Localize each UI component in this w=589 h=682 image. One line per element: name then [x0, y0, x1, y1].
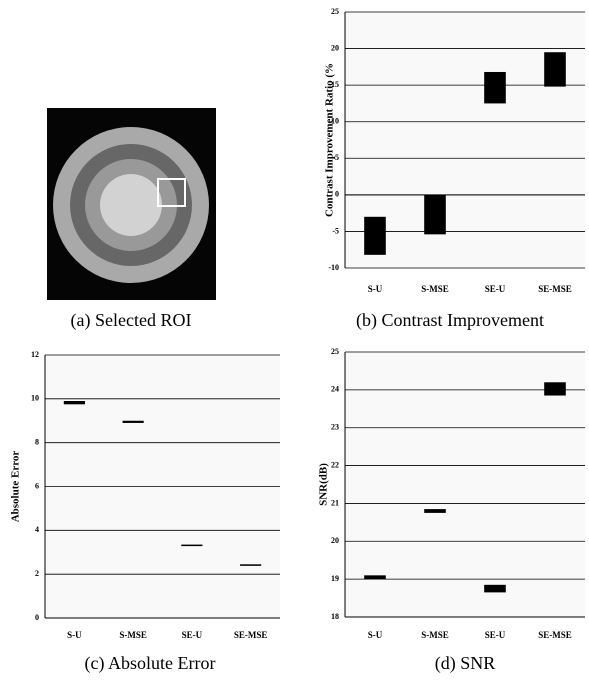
caption: (d) SNR: [435, 653, 496, 674]
y-tick-label: -5: [332, 226, 339, 235]
x-tick-label: S-MSE: [421, 284, 449, 294]
range-bar: [122, 420, 144, 423]
y-tick-label: 12: [31, 350, 39, 359]
range-bar: [181, 544, 203, 547]
x-tick-label: SE-U: [485, 630, 506, 640]
range-bar: [364, 216, 386, 255]
range-bar: [544, 382, 566, 396]
y-tick-label: 19: [331, 574, 339, 583]
y-tick-label: 21: [331, 498, 339, 507]
x-tick-label: SE-MSE: [538, 630, 572, 640]
y-tick-label: 25: [331, 347, 339, 356]
x-tick-label: S-MSE: [119, 630, 147, 640]
caption: (c) Absolute Error: [85, 653, 216, 674]
y-tick-label: 20: [331, 536, 339, 545]
y-axis-label: Absolute Error: [10, 451, 22, 523]
y-tick-label: 0: [335, 190, 339, 199]
x-tick-label: S-U: [368, 630, 383, 640]
y-tick-label: 5: [335, 153, 339, 162]
y-tick-label: 2: [35, 569, 39, 578]
y-axis-label: Contrast Improvement Ratio (%: [324, 63, 336, 217]
y-axis-label: SNR(dB): [318, 463, 330, 506]
y-tick-label: 4: [35, 525, 39, 534]
y-tick-label: 23: [331, 423, 339, 432]
y-tick-label: 10: [31, 394, 39, 403]
x-tick-label: S-U: [67, 630, 82, 640]
roi-box: [157, 178, 186, 207]
y-tick-label: 8: [35, 437, 39, 446]
y-tick-label: 0: [35, 613, 39, 622]
y-tick-label: -10: [328, 263, 339, 272]
range-bar: [544, 52, 566, 87]
x-tick-label: SE-U: [485, 284, 506, 294]
y-tick-label: 6: [35, 481, 39, 490]
x-tick-label: S-MSE: [421, 630, 449, 640]
range-bar: [364, 575, 386, 580]
caption: (b) Contrast Improvement: [356, 310, 544, 331]
y-tick-label: 10: [331, 117, 339, 126]
caption: (a) Selected ROI: [71, 310, 192, 331]
y-tick-label: 18: [331, 612, 339, 621]
y-tick-label: 25: [331, 7, 339, 16]
y-tick-label: 22: [331, 460, 339, 469]
range-bar: [424, 194, 446, 235]
x-tick-label: SE-MSE: [538, 284, 572, 294]
x-tick-label: S-U: [368, 284, 383, 294]
y-tick-label: 24: [331, 385, 339, 394]
x-tick-label: SE-MSE: [234, 630, 268, 640]
range-bar: [484, 71, 506, 104]
range-bar: [63, 401, 85, 405]
range-bar: [424, 509, 446, 513]
inner-disc: [100, 174, 162, 236]
y-tick-label: 15: [331, 80, 339, 89]
y-tick-label: 20: [331, 43, 339, 52]
roi-image: [47, 108, 216, 300]
range-bar: [240, 564, 262, 566]
plot-area: [345, 352, 585, 617]
x-tick-label: SE-U: [182, 630, 203, 640]
range-bar: [484, 584, 506, 593]
